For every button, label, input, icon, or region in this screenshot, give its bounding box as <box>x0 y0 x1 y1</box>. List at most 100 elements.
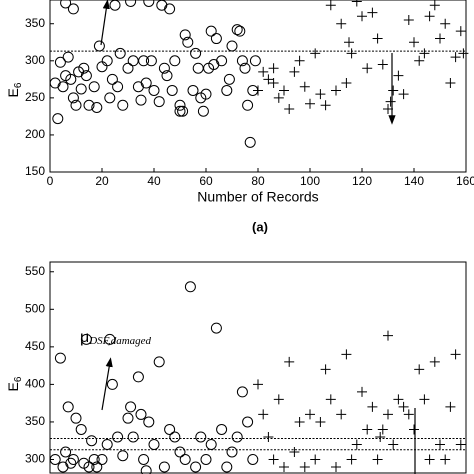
point <box>383 330 393 341</box>
point <box>117 99 129 111</box>
point <box>294 416 305 427</box>
point <box>242 416 254 428</box>
point <box>96 61 108 73</box>
point <box>294 55 305 66</box>
point <box>60 0 72 9</box>
point <box>106 73 118 85</box>
point <box>138 453 150 465</box>
point <box>429 0 440 11</box>
point <box>320 100 331 111</box>
x-tick-label: 60 <box>199 174 213 188</box>
point <box>184 281 196 293</box>
point <box>331 461 341 472</box>
point <box>161 70 173 82</box>
point <box>263 74 274 85</box>
point <box>80 70 92 82</box>
point <box>135 94 147 106</box>
point <box>429 356 440 367</box>
y-tick-label: 350 <box>25 16 45 30</box>
point <box>57 461 69 473</box>
point <box>445 78 456 89</box>
point <box>52 113 64 125</box>
point <box>231 431 243 443</box>
point <box>315 89 326 100</box>
point <box>182 36 194 48</box>
point <box>242 99 254 111</box>
point <box>67 3 79 15</box>
point <box>88 81 100 93</box>
point <box>357 11 367 22</box>
point <box>88 453 100 465</box>
point <box>367 7 378 18</box>
point <box>385 96 396 107</box>
point <box>351 439 362 450</box>
point <box>424 454 435 465</box>
point <box>403 15 414 26</box>
point <box>78 62 90 74</box>
point <box>398 401 409 412</box>
point <box>177 105 189 117</box>
point <box>263 431 274 442</box>
point <box>221 84 233 96</box>
point <box>305 98 315 109</box>
point <box>140 465 152 474</box>
point <box>93 40 105 52</box>
point <box>70 412 82 424</box>
point <box>187 84 199 96</box>
point <box>435 33 445 44</box>
point <box>289 446 300 457</box>
point <box>383 409 393 420</box>
point <box>143 0 155 7</box>
point <box>164 3 176 15</box>
point <box>273 92 284 103</box>
point <box>75 423 87 435</box>
x-tick-label: 40 <box>147 174 161 188</box>
point <box>341 78 352 89</box>
point <box>253 85 263 96</box>
point <box>96 453 108 465</box>
point <box>195 431 207 443</box>
point <box>398 89 409 100</box>
y-axis-label: E6 <box>5 376 24 391</box>
point <box>372 454 383 465</box>
point <box>54 352 66 364</box>
point <box>351 0 362 7</box>
point <box>226 446 238 458</box>
point <box>143 416 155 428</box>
point <box>383 103 393 114</box>
point <box>279 85 289 96</box>
point <box>86 435 98 447</box>
arrow <box>100 0 110 46</box>
point <box>83 461 95 473</box>
point <box>210 33 222 45</box>
point <box>310 454 321 465</box>
point <box>320 364 331 375</box>
point <box>200 88 212 100</box>
point <box>158 461 170 473</box>
point <box>125 401 137 413</box>
annotation-subscript: DSF,damaged <box>88 335 151 347</box>
point <box>122 412 134 424</box>
point <box>279 461 289 472</box>
y-tick-label: 550 <box>25 264 45 278</box>
y-axis-label: E6 <box>5 82 24 97</box>
caption: (a) <box>252 219 268 234</box>
point <box>179 453 191 465</box>
point <box>216 423 228 435</box>
point <box>305 409 315 420</box>
point <box>458 48 469 59</box>
point <box>153 356 165 368</box>
point <box>125 0 137 7</box>
x-tick-label: 20 <box>95 174 109 188</box>
point <box>362 63 373 74</box>
point <box>226 40 238 52</box>
x-tick-label: 0 <box>47 174 54 188</box>
point <box>221 461 233 473</box>
point <box>435 439 445 450</box>
point <box>239 62 251 74</box>
point <box>192 62 204 74</box>
point <box>268 63 279 74</box>
y-axis-label-subscript: 6 <box>13 82 24 88</box>
point <box>135 408 147 420</box>
